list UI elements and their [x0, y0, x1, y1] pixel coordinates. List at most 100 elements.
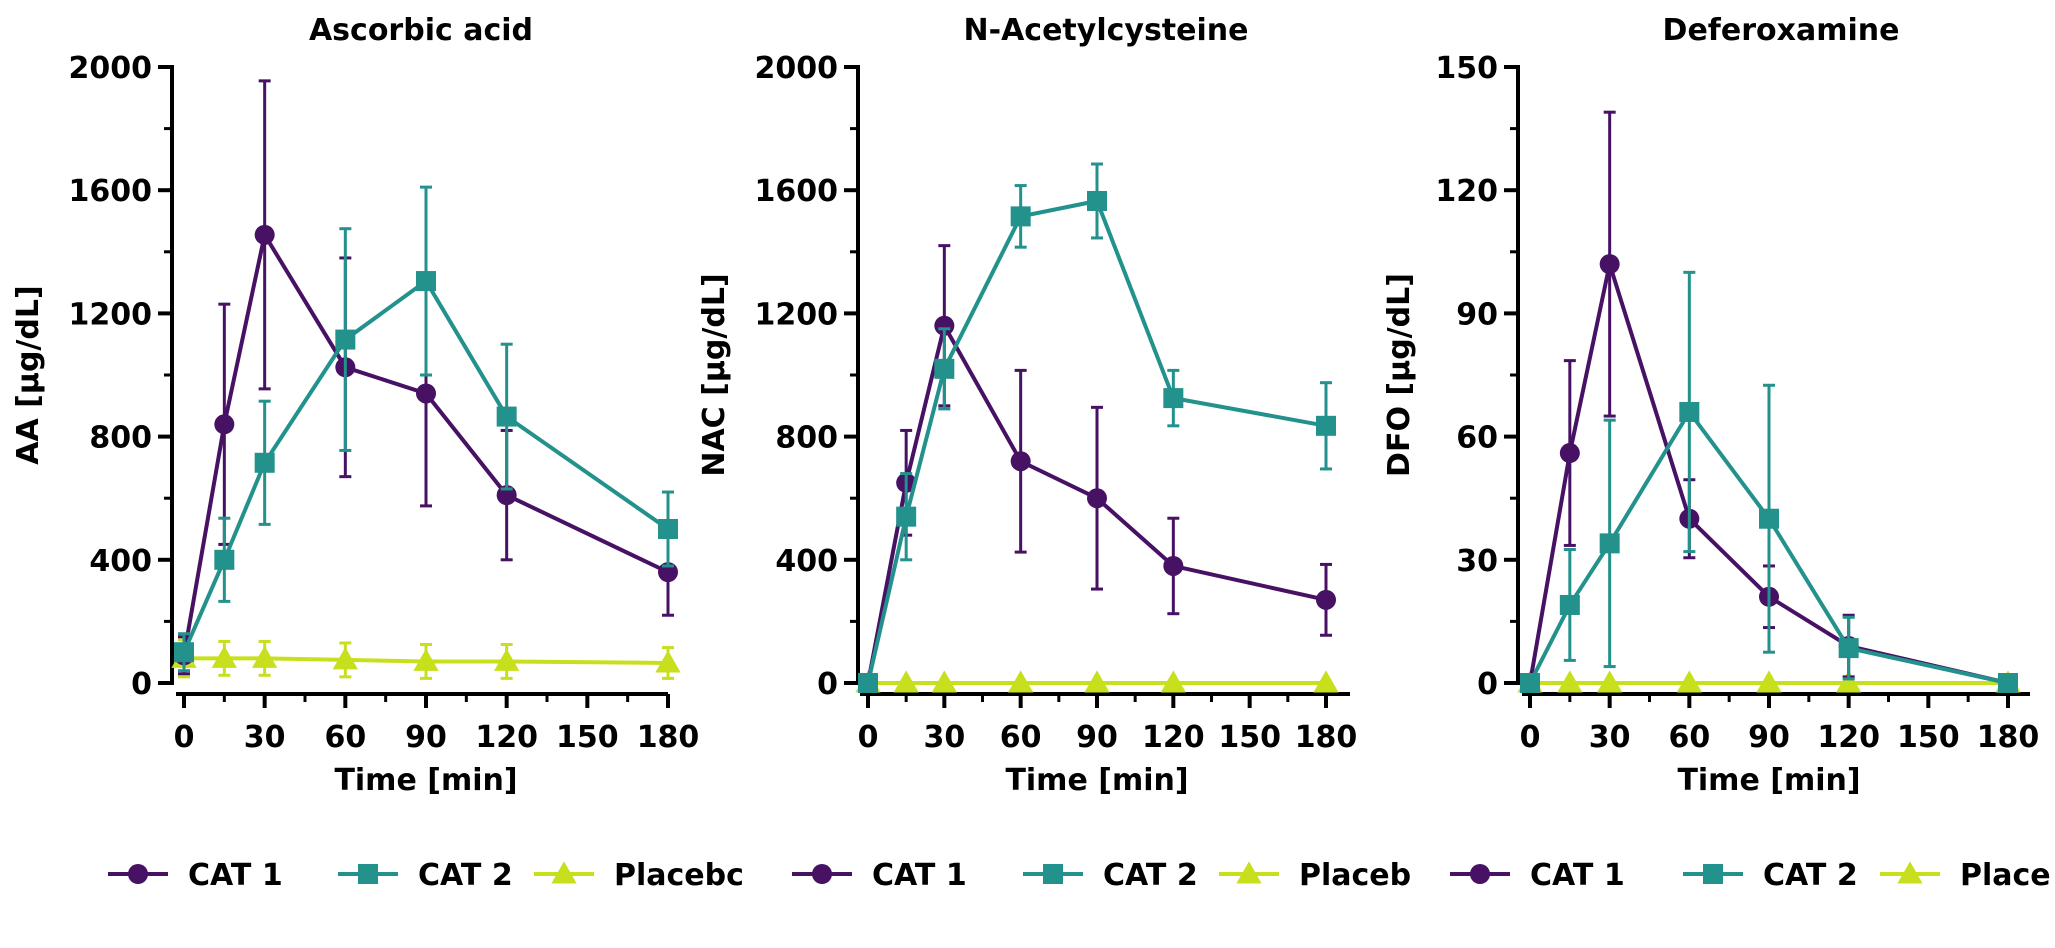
data-point: [254, 224, 275, 245]
legend-label: CAT 1: [1530, 858, 1625, 893]
data-point: [214, 549, 235, 570]
data-point: [496, 406, 517, 427]
x-tick-label: 0: [174, 720, 195, 755]
data-point: [1087, 190, 1107, 211]
legend-label: CAT 2: [418, 858, 513, 893]
data-point: [858, 673, 878, 693]
y-tick-label: 400: [775, 544, 838, 579]
y-tick-label: 800: [89, 421, 152, 456]
x-tick-label: 30: [244, 720, 286, 755]
series-placebo: [1517, 670, 2021, 693]
y-tick-label: 120: [1435, 174, 1498, 209]
data-point: [1599, 533, 1620, 554]
legend-label: CAT 1: [872, 858, 967, 893]
series-cat-1: [858, 244, 1336, 693]
data-point: [655, 650, 681, 673]
chart-title: N-Acetylcysteine: [964, 13, 1249, 48]
series-cat-2: [858, 162, 1336, 693]
y-axis-label: NAC [µg/dL]: [697, 273, 732, 476]
y-tick-label: 0: [817, 667, 838, 702]
data-point: [1084, 670, 1110, 693]
data-point: [1599, 254, 1620, 275]
series-cat-1: [174, 79, 678, 676]
legend-marker: [812, 864, 832, 884]
data-point: [252, 645, 278, 668]
data-point: [413, 648, 439, 671]
x-tick-label: 180: [637, 720, 700, 755]
y-tick-label: 90: [1456, 297, 1498, 332]
x-tick-label: 60: [1000, 720, 1042, 755]
data-point: [1557, 670, 1583, 693]
data-point: [416, 383, 436, 404]
legend-marker: [358, 864, 378, 884]
data-point: [254, 452, 275, 473]
data-point: [934, 358, 955, 379]
y-tick-label: 2000: [69, 51, 153, 86]
data-point: [1313, 670, 1339, 693]
data-point: [1163, 388, 1184, 409]
x-axis-label: Time [min]: [1005, 763, 1188, 798]
data-point: [1559, 443, 1580, 464]
data-point: [1559, 594, 1580, 615]
data-point: [211, 645, 237, 668]
data-point: [931, 670, 957, 693]
data-point: [1756, 670, 1782, 693]
x-tick-label: 30: [1589, 720, 1631, 755]
legend-label: Placebc: [614, 858, 744, 893]
x-tick-label: 30: [923, 720, 965, 755]
y-axis-label: AA [µg/dL]: [11, 285, 46, 464]
legend-marker: [1470, 864, 1490, 884]
x-tick-label: 90: [405, 720, 447, 755]
data-point: [1836, 670, 1862, 693]
y-tick-label: 1200: [69, 297, 153, 332]
x-tick-label: 180: [1295, 720, 1358, 755]
y-tick-label: 1600: [755, 174, 839, 209]
legend: CAT 1 CAT 2 Placeb: [792, 858, 1411, 893]
data-point: [1998, 673, 2018, 693]
data-point: [896, 506, 917, 527]
legend: CAT 1 CAT 2 Place: [1450, 858, 2050, 893]
x-tick-label: 150: [1897, 720, 1960, 755]
data-point: [893, 670, 919, 693]
x-tick-label: 60: [324, 720, 366, 755]
x-tick-label: 120: [1817, 720, 1880, 755]
legend-label: CAT 1: [188, 858, 283, 893]
data-point: [1597, 670, 1623, 693]
chart-title: Ascorbic acid: [309, 13, 533, 48]
data-point: [1160, 670, 1186, 693]
legend: CAT 1 CAT 2 Placebc: [108, 858, 744, 893]
data-point: [1316, 589, 1336, 610]
x-tick-label: 150: [1218, 720, 1281, 755]
data-point: [1676, 670, 1702, 693]
legend-marker: [1236, 861, 1262, 884]
y-tick-label: 0: [131, 667, 152, 702]
x-tick-label: 0: [1520, 720, 1541, 755]
y-tick-label: 150: [1435, 51, 1498, 86]
data-point: [658, 519, 678, 539]
x-tick-label: 180: [1977, 720, 2040, 755]
data-point: [1008, 670, 1034, 693]
data-point: [494, 648, 520, 671]
legend-label: CAT 2: [1103, 858, 1198, 893]
legend-marker: [128, 864, 148, 884]
data-point: [934, 315, 955, 336]
chart-title: Deferoxamine: [1663, 13, 1900, 48]
x-tick-label: 90: [1748, 720, 1790, 755]
y-tick-label: 0: [1477, 667, 1498, 702]
x-tick-label: 0: [858, 720, 879, 755]
data-point: [1838, 638, 1859, 659]
data-point: [335, 329, 356, 350]
data-point: [1759, 508, 1779, 529]
y-axis-label: DFO [µg/dL]: [1382, 273, 1417, 477]
data-point: [1520, 673, 1540, 693]
legend-marker: [1043, 864, 1063, 884]
x-axis-label: Time [min]: [1677, 763, 1860, 798]
legend-label: Placeb: [1299, 858, 1411, 893]
legend-label: CAT 2: [1763, 858, 1858, 893]
x-tick-label: 90: [1076, 720, 1118, 755]
series-cat-2: [1520, 270, 2018, 693]
data-point: [1316, 415, 1336, 436]
